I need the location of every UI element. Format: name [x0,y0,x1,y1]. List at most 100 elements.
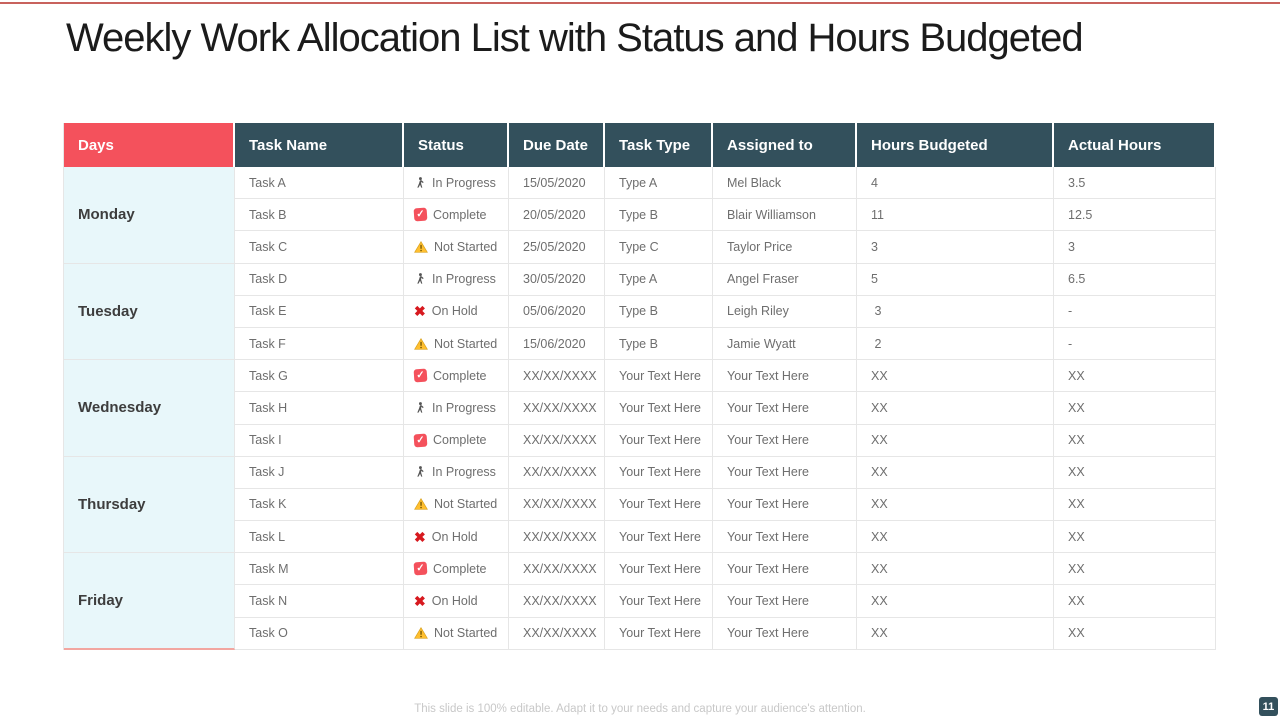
hours-budgeted-cell: XX [857,392,1054,425]
x-mark-icon: ✖ [414,528,426,545]
due-date-cell: XX/XX/XXXX [509,488,605,522]
task-type-cell: Type C [605,231,713,264]
status-label: On Hold [431,529,478,544]
checked-checkbox-icon: ✓ [413,433,428,448]
assigned-to-cell: Taylor Price [713,231,857,264]
task-name-cell: Task F [235,327,404,361]
day-cell-tuesday: Tuesday [64,263,235,361]
column-header-assigned-to: Assigned to [713,123,857,167]
status-label: Not Started [434,336,498,351]
actual-hours-cell: 12.5 [1054,199,1216,232]
hours-budgeted-cell: 11 [857,199,1054,232]
due-date-cell: XX/XX/XXXX [509,617,605,650]
walking-person-icon [414,272,426,286]
status-label: Not Started [434,497,498,512]
actual-hours-cell: XX [1054,392,1216,425]
warning-triangle-icon [414,240,428,253]
status-cell: ✓ Complete [404,424,509,457]
task-name-cell: Task H [235,392,404,425]
due-date-cell: 15/06/2020 [509,327,605,361]
status-cell: ✓ Complete [404,553,509,586]
task-name-cell: Task A [235,167,404,200]
actual-hours-cell: XX [1054,456,1216,489]
day-cell-friday: Friday [64,553,235,650]
due-date-cell: XX/XX/XXXX [509,585,605,618]
work-allocation-table: Days Task Name Status Due Date Task Type Assi… [63,123,1216,650]
task-type-cell: Your Text Here [605,360,713,393]
task-name-cell: Task D [235,263,404,296]
task-type-cell: Your Text Here [605,617,713,650]
day-cell-wednesday: Wednesday [64,360,235,457]
assigned-to-cell: Leigh Riley [713,295,857,328]
hours-budgeted-cell: 5 [857,263,1054,296]
due-date-cell: 25/05/2020 [509,231,605,264]
status-cell: Not Started [404,617,509,650]
status-cell: In Progress [404,263,509,296]
due-date-cell: XX/XX/XXXX [509,553,605,586]
task-name-cell: Task O [235,617,404,650]
status-cell: Not Started [404,327,509,361]
assigned-to-cell: Your Text Here [713,360,857,393]
assigned-to-cell: Your Text Here [713,617,857,650]
task-name-cell: Task I [235,424,404,457]
status-cell: In Progress [404,392,509,425]
task-name-cell: Task J [235,456,404,489]
task-name-cell: Task K [235,488,404,522]
hours-budgeted-cell: XX [857,521,1054,554]
status-cell: In Progress [404,456,509,489]
hours-budgeted-cell: XX [857,456,1054,489]
task-name-cell: Task G [235,360,404,393]
status-label: On Hold [431,304,478,319]
due-date-cell: XX/XX/XXXX [509,456,605,489]
due-date-cell: 30/05/2020 [509,263,605,296]
walking-person-icon [414,176,426,190]
actual-hours-cell: 3 [1054,231,1216,264]
status-cell: In Progress [404,167,509,200]
assigned-to-cell: Your Text Here [713,392,857,425]
hours-budgeted-cell: XX [857,360,1054,393]
task-type-cell: Type A [605,167,713,200]
page-number-badge: 11 [1259,697,1278,716]
due-date-cell: XX/XX/XXXX [509,392,605,425]
actual-hours-cell: - [1054,327,1216,361]
status-cell: ✖ On Hold [404,585,509,618]
status-label: In Progress [432,465,496,480]
task-type-cell: Type B [605,199,713,232]
task-type-cell: Your Text Here [605,585,713,618]
x-mark-icon: ✖ [414,303,426,320]
assigned-to-cell: Your Text Here [713,456,857,489]
status-label: Not Started [434,626,498,641]
day-cell-monday: Monday [64,167,235,264]
status-label: Complete [433,561,487,576]
task-name-cell: Task C [235,231,404,264]
task-type-cell: Type A [605,263,713,296]
actual-hours-cell: - [1054,295,1216,328]
task-name-cell: Task L [235,521,404,554]
due-date-cell: XX/XX/XXXX [509,521,605,554]
task-type-cell: Type B [605,327,713,361]
status-cell: ✖ On Hold [404,295,509,328]
hours-budgeted-cell: 2 [857,327,1054,361]
status-label: In Progress [432,272,496,287]
task-type-cell: Your Text Here [605,521,713,554]
task-name-cell: Task N [235,585,404,618]
checked-checkbox-icon: ✓ [413,207,428,222]
task-type-cell: Your Text Here [605,456,713,489]
actual-hours-cell: XX [1054,585,1216,618]
column-header-status: Status [404,123,509,167]
due-date-cell: 15/05/2020 [509,167,605,200]
assigned-to-cell: Your Text Here [713,488,857,522]
due-date-cell: 05/06/2020 [509,295,605,328]
column-header-hours-budgeted: Hours Budgeted [857,123,1054,167]
task-type-cell: Your Text Here [605,392,713,425]
actual-hours-cell: XX [1054,521,1216,554]
task-name-cell: Task B [235,199,404,232]
column-header-task-name: Task Name [235,123,404,167]
hours-budgeted-cell: 3 [857,295,1054,328]
hours-budgeted-cell: 3 [857,231,1054,264]
status-cell: Not Started [404,231,509,264]
task-type-cell: Your Text Here [605,488,713,522]
hours-budgeted-cell: XX [857,553,1054,586]
actual-hours-cell: XX [1054,360,1216,393]
actual-hours-cell: XX [1054,553,1216,586]
